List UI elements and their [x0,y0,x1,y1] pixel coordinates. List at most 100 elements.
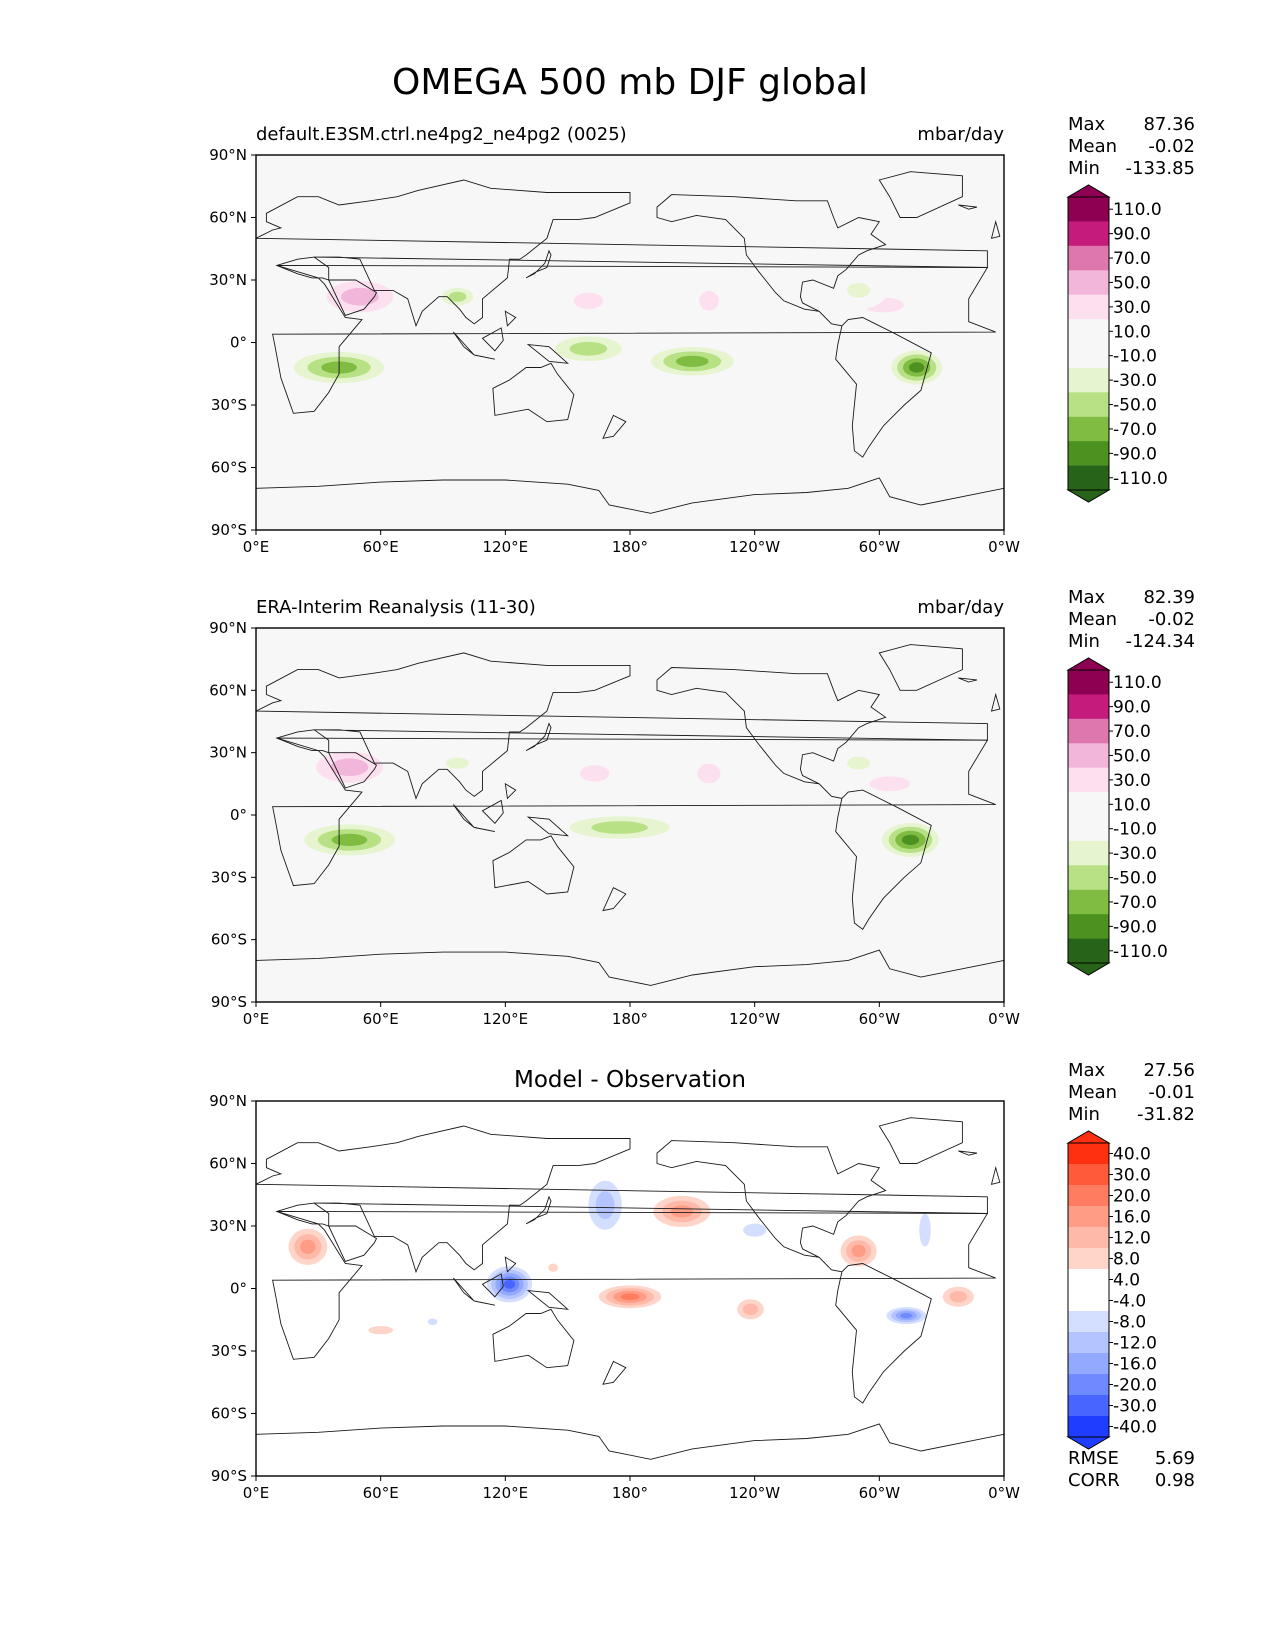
y-tick-label: 60°S [211,459,247,477]
x-tick-label: 180° [612,1010,648,1028]
contour-feature-16-level-2 [919,1213,931,1247]
colorbar-tick-label: 30.0 [1113,1166,1151,1186]
colorbar-swatch [1068,840,1109,866]
coastlines [256,171,1004,514]
colorbar-swatch [1068,465,1109,491]
colorbar-swatch [1068,694,1109,720]
coastline-segment [656,1140,932,1404]
colorbar-swatch [1068,1332,1109,1354]
contour-feature-21-level-2 [427,1318,438,1326]
colorbar-swatch [1068,1269,1109,1291]
coastline-segment [481,327,504,352]
colorbar-swatch [1068,319,1109,345]
coastline-segment [602,1360,627,1385]
y-tick-label: 60°S [211,931,247,949]
contour-feature-15-level-5 [900,1313,913,1319]
contour-feature-12-level-1 [971,695,995,748]
contour-feature-3-level-2 [869,776,911,792]
colorbar-extend-max [1066,184,1111,198]
coastline-segment [272,737,996,887]
x-tick-label: 180° [612,538,648,556]
contour-feature-12-level-6 [503,1279,516,1289]
x-tick-label: 120°W [729,1010,780,1028]
colorbar-swatch [1068,1416,1109,1438]
colorbar-tick-label: 90.0 [1113,698,1151,718]
colorbar-tick-label: 30.0 [1113,298,1151,318]
contour-feature-9-level-2 [446,757,469,769]
coastline-segment [525,249,552,279]
x-tick-label: 60°W [859,538,901,556]
colorbar-tick-label: 30.0 [1113,771,1151,791]
x-tick-label: 60°E [363,1010,399,1028]
coastline-segment [504,782,517,800]
colorbar-swatch [1068,1395,1109,1417]
figure-title: OMEGA 500 mb DJF global [392,62,868,103]
field-contours [256,207,1004,528]
stat-label: Min [1068,158,1100,179]
coastline-segment [256,949,1004,986]
coastline-segment [327,752,378,789]
contour-feature-18-level-1 [891,508,951,523]
coastline-segment [990,692,1001,712]
contour-feature-14-level-1 [614,239,667,259]
contour-feature-0-level-3 [341,287,379,306]
panel-3: 0°E 60°E 120°E 180° 120°W 60°W 0°W 90°N 60°N 30°N… [209,1060,1195,1502]
contour-feature-2-level-4 [670,1205,694,1218]
coastline-segment [878,171,963,218]
colorbar-swatch [1068,367,1109,393]
y-tick-label: 30°N [209,744,247,762]
colorbar-swatch [1068,743,1109,769]
coastline-segment [481,799,504,824]
colorbar-tick-label: 8.0 [1113,1250,1140,1270]
contour-feature-2-level-2 [699,291,719,311]
coastline-segment [504,1256,517,1273]
coastline-segment [481,1273,504,1298]
contour-feature-3-level-4 [851,1244,866,1258]
contour-feature-16-level-1 [274,481,322,496]
colorbar-frame [1067,669,1110,964]
contour-feature-8-level-5 [901,834,920,846]
coastline-segment [958,677,978,683]
colorbar-swatch [1068,392,1109,418]
colorbar-tick-label: 110.0 [1113,673,1162,693]
colorbar-swatch [1068,1206,1109,1228]
metric-value: 0.98 [1155,1470,1195,1491]
field-contours [256,675,1004,1000]
panel-units: mbar/day [917,124,1004,145]
coastline-segment [474,827,495,833]
y-tick-label: 90°N [209,619,247,637]
contour-feature-17-level-1 [682,1299,702,1328]
coastline-segment [256,477,1004,514]
contour-feature-10-level-1 [927,1126,956,1139]
colorbar-swatch [1068,294,1109,320]
colorbar-tick-label: -70.0 [1113,420,1157,440]
coastline-segment [602,887,627,912]
coastline-segment [453,804,475,828]
y-tick-label: 90°S [211,993,247,1011]
y-tick-label: 90°S [211,1467,247,1485]
contour-feature-10-level-5 [909,362,925,373]
coastline-segment [492,835,575,895]
stat-label: Max [1068,114,1106,135]
metric-label: CORR [1068,1470,1120,1491]
x-tick-label: 0°E [243,1484,270,1502]
y-tick-label: 0° [230,334,247,352]
contour-feature-7-level-3 [591,821,648,834]
stat-value: -0.02 [1148,136,1195,157]
stat-value: 82.39 [1143,587,1195,608]
colorbar-swatch [1068,197,1109,222]
contour-feature-12-level-2 [847,283,871,298]
colorbar-tick-label: -90.0 [1113,917,1157,937]
contour-feature-6-level-4 [331,833,368,847]
colorbar-tick-label: 70.0 [1113,722,1151,742]
y-tick-label: 60°S [211,1405,247,1423]
colorbar-tick-label: -16.0 [1113,1355,1157,1375]
stat-label: Mean [1068,136,1117,157]
colorbar-swatch [1068,1311,1109,1333]
x-tick-label: 120°W [729,1484,780,1502]
stat-value: -133.85 [1126,158,1195,179]
coastline-segment [453,1277,475,1302]
contour-feature-7-level-2 [368,1326,394,1335]
stat-label: Mean [1068,609,1117,630]
contour-feature-10-level-2 [847,756,871,770]
